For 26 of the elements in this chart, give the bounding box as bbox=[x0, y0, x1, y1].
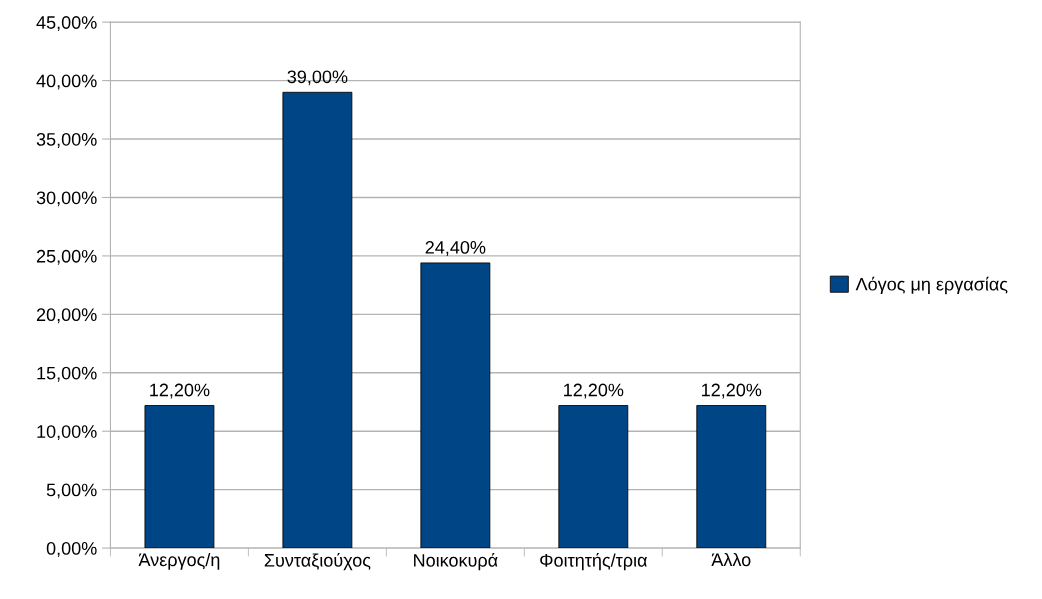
bar bbox=[696, 405, 767, 549]
x-tick-label: Φοιτητής/τρια bbox=[540, 552, 647, 571]
y-tick-label: 45,00% bbox=[36, 16, 97, 32]
data-label: 39,00% bbox=[287, 70, 348, 86]
bar bbox=[282, 91, 353, 549]
y-tick-label: 35,00% bbox=[36, 132, 97, 148]
bar bbox=[144, 405, 215, 549]
x-tick-label: Νοικοκυρά bbox=[414, 552, 498, 571]
x-tick-label: Άνεργος/η bbox=[138, 552, 220, 570]
y-tick-label: 5,00% bbox=[46, 483, 97, 499]
bar bbox=[558, 405, 629, 549]
y-tick-label: 40,00% bbox=[36, 74, 97, 90]
data-label: 12,20% bbox=[150, 383, 210, 399]
x-tick-label: Συνταξιούχος bbox=[264, 552, 371, 571]
data-label: 24,40% bbox=[425, 241, 486, 256]
y-tick-label: 15,00% bbox=[37, 366, 97, 382]
y-tick-label: 30,00% bbox=[36, 191, 97, 207]
y-tick-label: 25,00% bbox=[36, 249, 97, 265]
data-label: 12,20% bbox=[564, 383, 624, 399]
legend-label: Λόγος μη εργασίας bbox=[855, 276, 1008, 295]
y-tick-label: 20,00% bbox=[36, 308, 97, 324]
y-tick-label: 10,00% bbox=[37, 425, 97, 441]
x-tick-label: Άλλο bbox=[711, 552, 751, 567]
y-tick-label: 0,00% bbox=[46, 542, 97, 557]
bar bbox=[420, 262, 491, 549]
data-label: 12,20% bbox=[702, 383, 762, 399]
